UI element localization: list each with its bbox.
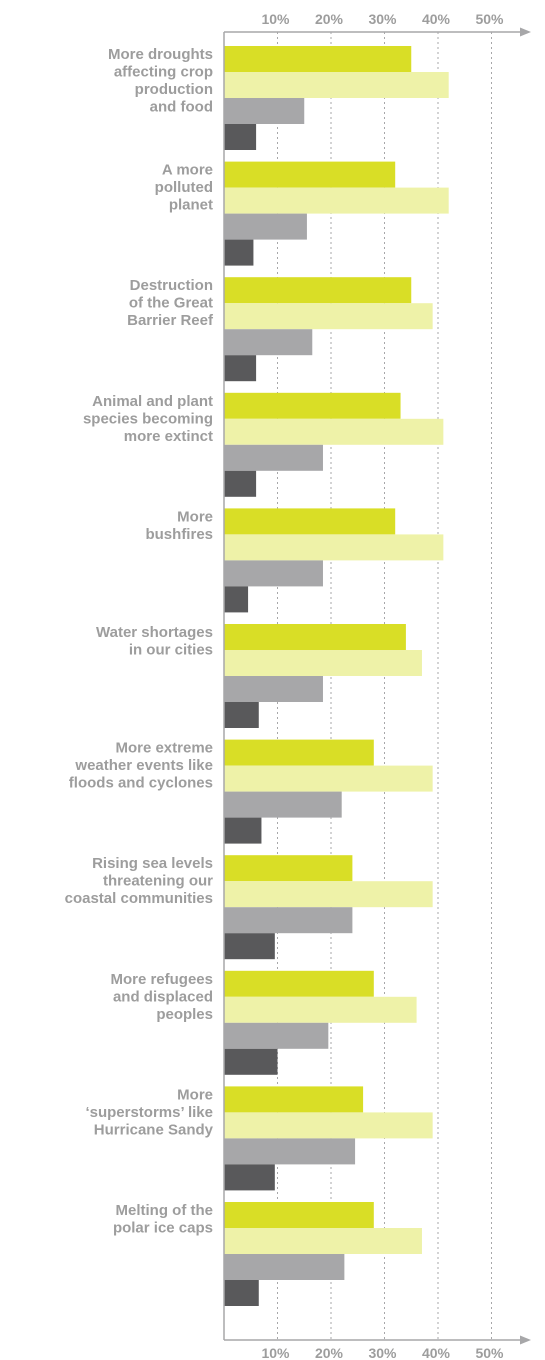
bar-cat6-series4 [224, 702, 259, 728]
bar-cat7-series2 [224, 765, 433, 792]
bottom-tick-label-20: 20% [315, 1345, 344, 1360]
bar-cat2-series3 [224, 213, 307, 240]
bar-cat10-series2 [224, 1112, 433, 1139]
bar-cat6-series2 [224, 650, 422, 676]
bar-cat8-series1 [224, 855, 353, 882]
bar-cat8-series4 [224, 933, 275, 960]
bar-cat7-series4 [224, 817, 262, 844]
bar-cat10-series1 [224, 1086, 364, 1113]
bar-cat3-series3 [224, 329, 313, 356]
category-label: Animal and plant species becoming more ext… [83, 393, 213, 445]
category-label: Melting of the polar ice caps [113, 1202, 213, 1237]
bar-cat3-series2 [224, 303, 433, 330]
bar-cat4-series2 [224, 418, 444, 445]
bar-cat4-series4 [224, 470, 257, 497]
bar-cat2-series2 [224, 187, 449, 214]
bar-cat11-series4 [224, 1280, 259, 1306]
bar-cat5-series4 [224, 586, 249, 613]
category-label: More ‘superstorms’ like Hurricane Sandy [85, 1086, 213, 1138]
bar-cat8-series3 [224, 907, 353, 934]
category-label: Rising sea levels threatening our coastal … [65, 855, 214, 907]
bar-cat5-series3 [224, 560, 323, 587]
bar-cat4-series3 [224, 444, 323, 471]
bar-cat1-series1 [224, 46, 412, 72]
top-tick-label-40: 40% [422, 11, 451, 27]
bar-cat9-series4 [224, 1048, 278, 1075]
top-tick-label-30: 30% [368, 11, 397, 27]
category-label: More droughts affecting crop production and… [108, 46, 213, 116]
bar-cat7-series3 [224, 791, 342, 818]
bar-cat1-series4 [224, 124, 257, 150]
bottom-tick-label-50: 50% [475, 1345, 504, 1360]
bar-cat9-series1 [224, 970, 374, 997]
bar-cat1-series2 [224, 72, 449, 98]
category-label: A more polluted planet [155, 162, 213, 214]
bar-cat10-series4 [224, 1164, 275, 1191]
bar-cat5-series1 [224, 508, 396, 535]
category-label: Destruction of the Great Barrier Reef [127, 277, 214, 329]
category-label: Water shortages in our cities [96, 624, 213, 659]
bar-cat3-series4 [224, 355, 257, 382]
bottom-tick-label-10: 10% [261, 1345, 290, 1360]
category-label: More extreme weather events like floods an… [69, 740, 213, 792]
bar-cat3-series1 [224, 277, 412, 304]
bar-cat7-series1 [224, 739, 374, 766]
bottom-tick-label-40: 40% [422, 1345, 451, 1360]
bar-cat8-series2 [224, 881, 433, 908]
bar-cat1-series3 [224, 98, 305, 124]
axes [223, 27, 531, 1345]
category-labels: More droughts affecting crop production and… [65, 46, 214, 1237]
bar-cat6-series3 [224, 676, 323, 702]
bar-cat2-series1 [224, 161, 396, 188]
axis-arrowhead-icon [520, 27, 531, 37]
tick-labels: 10% 10% 20% 20% 30% 30% 40% 40% 50% 50% [261, 11, 504, 1360]
bar-cat9-series3 [224, 1022, 329, 1049]
bar-cat5-series2 [224, 534, 444, 561]
bar-cat9-series2 [224, 996, 417, 1023]
bottom-tick-label-30: 30% [368, 1345, 397, 1360]
axis-arrowhead-icon [520, 1335, 531, 1345]
bar-cat2-series4 [224, 239, 254, 266]
bars [224, 46, 449, 1306]
bar-cat6-series1 [224, 624, 406, 650]
bar-cat11-series3 [224, 1254, 345, 1280]
bar-cat4-series1 [224, 392, 401, 419]
bar-cat11-series1 [224, 1202, 374, 1228]
top-tick-label-20: 20% [315, 11, 344, 27]
category-label: More bushfires [145, 508, 213, 543]
top-tick-label-10: 10% [261, 11, 290, 27]
top-tick-label-50: 50% [475, 11, 504, 27]
bar-cat10-series3 [224, 1138, 356, 1165]
bar-cat11-series2 [224, 1228, 422, 1254]
category-label: More refugees and displaced peoples [110, 971, 213, 1023]
